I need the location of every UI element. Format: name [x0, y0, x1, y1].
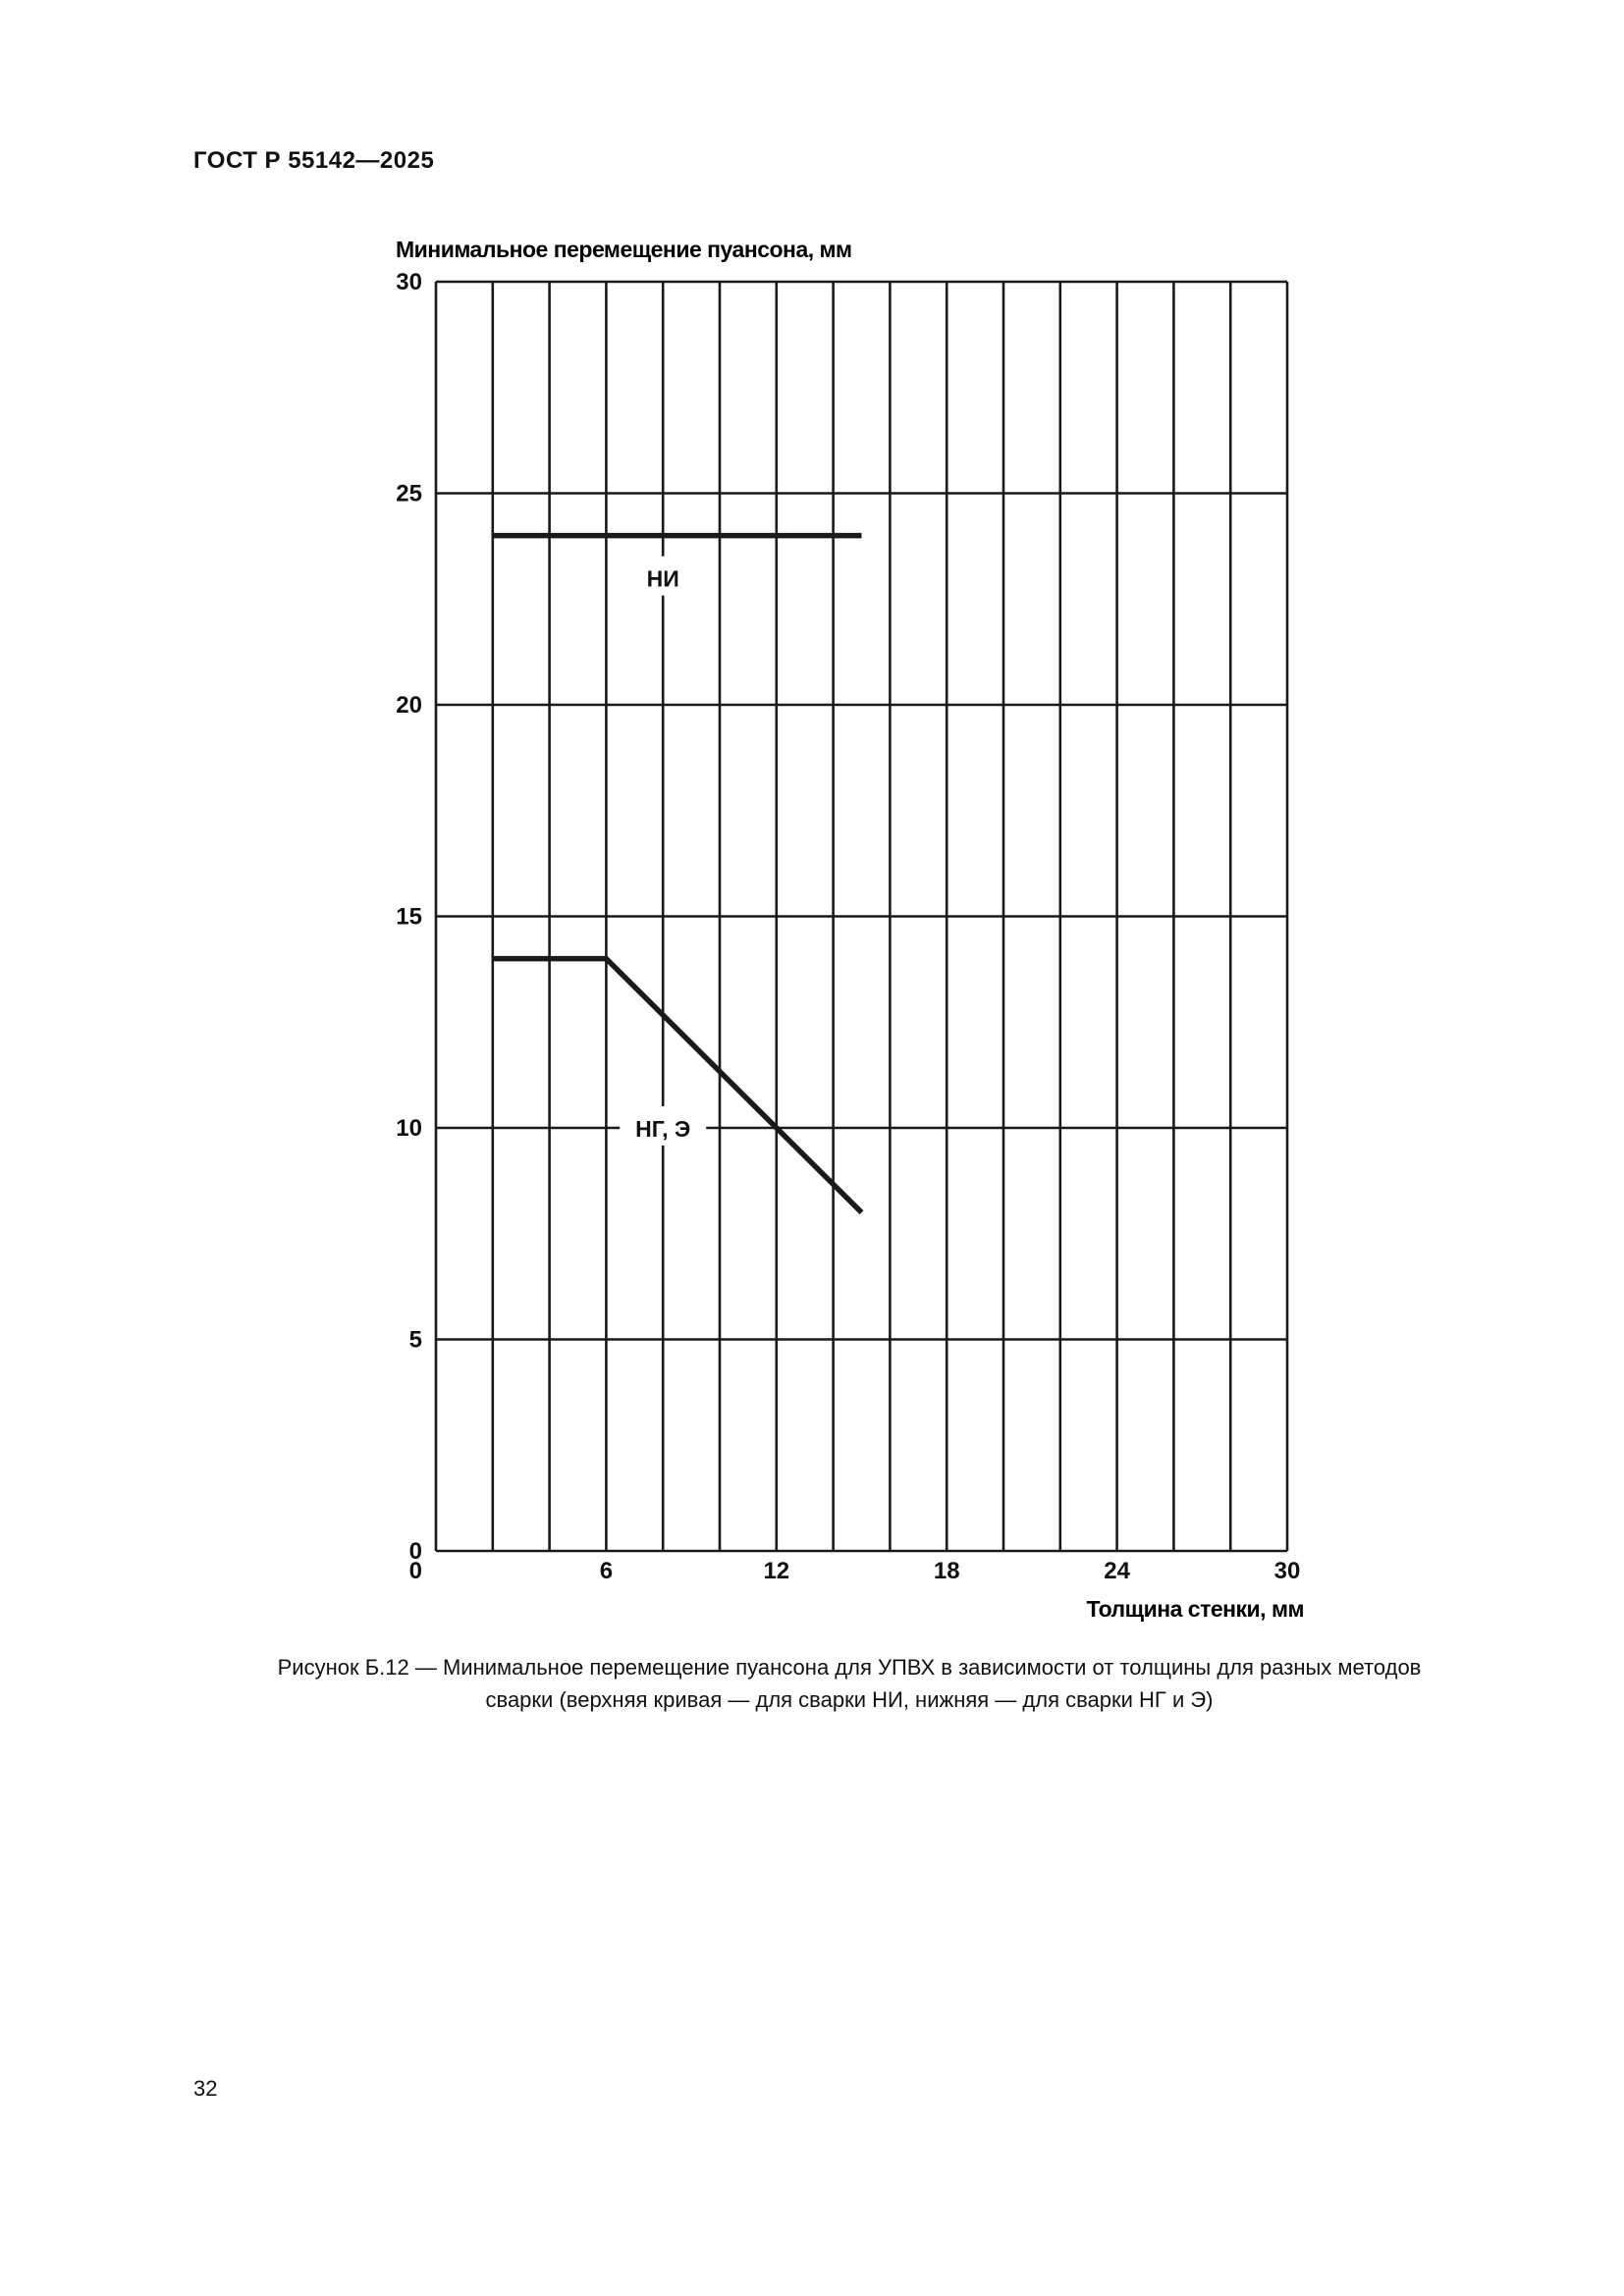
- series-label: НИ: [647, 566, 679, 592]
- caption-line-2: сварки (верхняя кривая — для сварки НИ, …: [485, 1687, 1214, 1712]
- series-label-background: [620, 556, 707, 596]
- x-tick-label: 0: [409, 1558, 422, 1584]
- caption-line-1: Рисунок Б.12 — Минимальное перемещение п…: [277, 1655, 1422, 1680]
- x-tick-label: 12: [763, 1558, 789, 1584]
- x-axis-label: Толщина стенки, мм: [1086, 1596, 1304, 1622]
- y-tick-label: 15: [396, 904, 422, 931]
- x-tick-label: 18: [934, 1558, 960, 1584]
- y-tick-label: 30: [396, 269, 422, 295]
- x-tick-label: 30: [1274, 1558, 1301, 1584]
- y-axis-label: Минимальное перемещение пуансона, мм: [396, 237, 852, 262]
- y-tick-label: 0: [409, 1538, 422, 1565]
- x-tick-label: 24: [1104, 1558, 1130, 1584]
- series-label: НГ, Э: [635, 1116, 690, 1142]
- y-tick-label: 5: [409, 1327, 422, 1354]
- page-number: 32: [193, 2076, 218, 2101]
- series-line-1: [492, 955, 864, 1215]
- y-tick-label: 25: [396, 481, 422, 507]
- series-label-background: [620, 1106, 707, 1146]
- figure-caption: Рисунок Б.12 — Минимальное перемещение п…: [147, 1651, 1551, 1716]
- document-header: ГОСТ Р 55142—2025: [193, 147, 435, 174]
- x-tick-label: 6: [600, 1558, 613, 1584]
- y-tick-label: 10: [396, 1115, 422, 1142]
- y-tick-label: 20: [396, 692, 422, 719]
